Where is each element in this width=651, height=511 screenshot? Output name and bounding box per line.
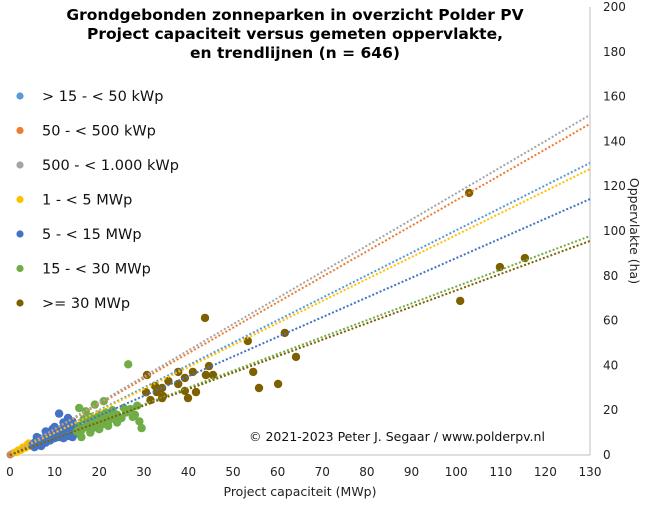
x-tick-labels: 0 10 20 30 40 50 60 70 80 90 100 110 120 130 <box>6 465 601 479</box>
y-tick-label: 100 <box>603 224 626 238</box>
trend-line-1 <box>9 123 591 456</box>
data-point <box>86 428 95 437</box>
y-tick-label: 20 <box>603 403 618 417</box>
legend-item: 5 - < 15 MWp <box>16 227 142 243</box>
data-point <box>141 388 151 397</box>
chart-title-line-1: Grondgebonden zonneparken in overzicht P… <box>66 6 523 24</box>
legend-item: 1 - < 5 MWp <box>16 193 132 209</box>
y-tick-label: 160 <box>603 90 626 104</box>
data-point <box>520 253 530 263</box>
y-tick-label: 0 <box>603 448 611 462</box>
legend-label: >= 30 MWp <box>42 296 130 312</box>
y-tick-label: 180 <box>603 45 626 59</box>
legend-label: 1 - < 5 MWp <box>42 193 132 209</box>
trend-line-5 <box>9 235 591 456</box>
data-point <box>75 403 84 413</box>
y-tick-label: 80 <box>603 269 618 283</box>
data-point <box>41 427 50 436</box>
legend: > 15 - < 50 kWp 50 - < 500 kWp 500 - < 1.0… <box>16 89 179 312</box>
legend-marker-icon <box>16 161 24 169</box>
x-tick-label: 40 <box>181 465 196 479</box>
legend-marker-icon <box>16 195 24 204</box>
x-tick-label: 100 <box>445 465 468 479</box>
y-tick-label: 40 <box>603 358 618 372</box>
data-point <box>183 393 193 403</box>
y-tick-labels: 0 20 40 60 80 100 120 140 160 180 200 <box>603 0 626 462</box>
data-point <box>201 370 211 380</box>
legend-label: 5 - < 15 MWp <box>42 227 142 243</box>
data-point <box>495 262 505 272</box>
data-point <box>273 379 283 389</box>
trend-line-3 <box>9 168 591 456</box>
legend-item: >= 30 MWp <box>16 296 130 312</box>
x-tick-label: 50 <box>225 465 240 479</box>
x-tick-label: 0 <box>6 465 14 479</box>
series-points-6 <box>141 188 530 405</box>
data-point <box>249 367 258 377</box>
legend-marker-icon <box>16 230 24 238</box>
data-point <box>124 360 133 369</box>
copyright-annotation: © 2021-2023 Peter J. Segaar / www.polder… <box>249 429 545 444</box>
data-point <box>180 373 190 383</box>
data-point <box>77 432 86 442</box>
data-point <box>90 400 100 409</box>
legend-marker-icon <box>16 92 24 100</box>
y-tick-label: 200 <box>603 0 626 14</box>
data-point <box>95 425 104 434</box>
y-tick-label: 60 <box>603 314 618 328</box>
data-point <box>54 409 64 418</box>
data-point <box>137 423 146 433</box>
y-tick-label: 140 <box>603 134 626 148</box>
legend-marker-icon <box>16 299 24 307</box>
legend-label: 500 - < 1.000 kWp <box>42 158 179 174</box>
legend-item: 50 - < 500 kWp <box>16 124 156 140</box>
data-point <box>135 417 144 426</box>
x-tick-label: 110 <box>489 465 512 479</box>
data-point <box>157 383 167 393</box>
data-point <box>456 296 465 306</box>
x-tick-label: 30 <box>136 465 151 479</box>
data-point <box>59 434 68 443</box>
data-point <box>104 421 113 431</box>
chart-title-line-2: Project capaciteit versus gemeten opperv… <box>87 25 503 43</box>
legend-label: > 15 - < 50 kWp <box>42 89 163 105</box>
chart-title: Grondgebonden zonneparken in overzicht P… <box>66 6 523 62</box>
legend-marker-icon <box>16 126 24 135</box>
x-tick-label: 60 <box>270 465 285 479</box>
legend-label: 15 - < 30 MWp <box>42 262 151 278</box>
y-tick-label: 120 <box>603 179 626 193</box>
data-point <box>291 352 301 362</box>
data-point <box>128 412 137 422</box>
legend-item: 15 - < 30 MWp <box>16 262 151 278</box>
data-point <box>200 313 210 323</box>
data-point <box>112 418 122 427</box>
data-point <box>191 387 201 397</box>
trend-line-2 <box>9 114 591 456</box>
y-axis-label: Oppervlakte (ha) <box>627 178 642 284</box>
x-tick-label: 120 <box>534 465 557 479</box>
x-tick-label: 20 <box>92 465 107 479</box>
legend-label: 50 - < 500 kWp <box>42 124 156 140</box>
data-point <box>254 383 264 393</box>
x-axis-label: Project capaciteit (MWp) <box>224 484 377 499</box>
data-point <box>208 370 218 380</box>
data-point <box>119 403 128 413</box>
data-point <box>180 386 190 396</box>
x-tick-label: 70 <box>315 465 330 479</box>
data-point <box>243 336 252 346</box>
trend-lines <box>9 114 591 456</box>
x-tick-label: 90 <box>404 465 419 479</box>
x-tick-label: 130 <box>579 465 602 479</box>
trend-line-4 <box>9 198 591 456</box>
legend-marker-icon <box>16 264 24 273</box>
x-tick-label: 80 <box>359 465 374 479</box>
trend-line-6 <box>9 240 591 456</box>
legend-item: 500 - < 1.000 kWp <box>16 158 179 174</box>
legend-item: > 15 - < 50 kWp <box>16 89 163 105</box>
x-tick-label: 10 <box>47 465 62 479</box>
chart-title-line-3: en trendlijnen (n = 646) <box>190 44 400 62</box>
